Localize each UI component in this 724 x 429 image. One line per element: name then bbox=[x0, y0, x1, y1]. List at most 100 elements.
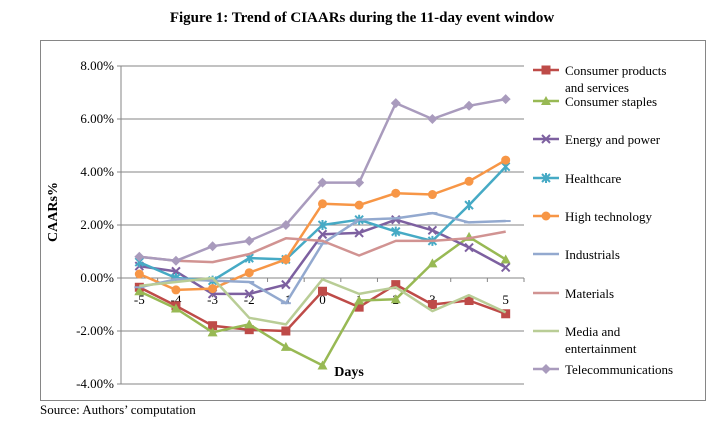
x-tick-label: -2 bbox=[244, 292, 255, 307]
data-point bbox=[170, 255, 181, 266]
data-point bbox=[541, 65, 551, 75]
legend-label: High technology bbox=[565, 209, 653, 224]
data-point bbox=[318, 286, 327, 296]
series-line bbox=[139, 230, 506, 264]
data-point bbox=[541, 173, 551, 183]
data-point bbox=[354, 177, 365, 188]
data-point bbox=[170, 303, 181, 313]
data-point bbox=[244, 268, 254, 278]
series-group bbox=[134, 214, 511, 299]
data-point bbox=[541, 96, 551, 105]
figure-title: Figure 1: Trend of CIAARs during the 11-… bbox=[169, 10, 555, 26]
chart-frame bbox=[40, 40, 706, 401]
series-group bbox=[134, 231, 511, 370]
data-point bbox=[281, 326, 291, 336]
legend-item: Consumer staples bbox=[533, 94, 657, 109]
legend-item: Healthcare bbox=[533, 171, 622, 186]
data-point bbox=[427, 114, 438, 124]
data-point bbox=[354, 295, 365, 305]
data-point bbox=[171, 285, 181, 295]
x-tick-label: -3 bbox=[207, 292, 218, 307]
data-point bbox=[280, 341, 291, 351]
legend-label: Consumer staples bbox=[565, 94, 657, 109]
data-point bbox=[501, 155, 511, 165]
data-point bbox=[208, 284, 218, 294]
source-note: Source: Authors’ computation bbox=[40, 402, 196, 417]
data-point bbox=[464, 100, 475, 111]
data-point bbox=[390, 294, 401, 304]
legend-label: and services bbox=[565, 80, 629, 95]
data-point bbox=[317, 229, 328, 239]
data-point bbox=[464, 200, 474, 211]
series-group bbox=[134, 155, 511, 295]
x-tick-label: -5 bbox=[134, 292, 145, 307]
x-tick-label: -1 bbox=[280, 292, 291, 307]
legend-label: Consumer products bbox=[565, 63, 666, 78]
data-point bbox=[134, 251, 145, 262]
data-point bbox=[541, 364, 551, 374]
legend-label: Materials bbox=[565, 286, 614, 301]
legend-label: entertainment bbox=[565, 341, 637, 356]
legend-label: Telecommunications bbox=[565, 362, 673, 377]
data-point bbox=[317, 177, 328, 188]
series-line bbox=[139, 276, 507, 326]
data-point bbox=[318, 199, 327, 209]
data-point bbox=[207, 241, 218, 252]
x-tick-label: 0 bbox=[319, 292, 326, 307]
series-group bbox=[139, 276, 507, 326]
y-tick-label: 4.00% bbox=[80, 164, 114, 179]
data-point bbox=[317, 360, 328, 370]
legend-label: Energy and power bbox=[565, 132, 661, 147]
data-point bbox=[464, 242, 474, 253]
legend-item: Consumer products and services bbox=[533, 63, 666, 95]
data-point bbox=[354, 228, 364, 238]
data-point bbox=[281, 254, 291, 264]
legend-item: Telecommunications bbox=[533, 362, 673, 377]
y-tick-label: 6.00% bbox=[80, 111, 114, 126]
y-tick-label: -2.00% bbox=[76, 323, 114, 338]
data-point bbox=[500, 254, 511, 264]
data-point bbox=[317, 220, 328, 230]
y-tick-label: 2.00% bbox=[80, 217, 114, 232]
data-point bbox=[427, 190, 437, 200]
data-point bbox=[244, 289, 254, 299]
y-tick-label: -4.00% bbox=[76, 376, 114, 391]
data-point bbox=[500, 94, 511, 105]
legend-item: Media and entertainment bbox=[533, 324, 637, 356]
legend-item: Materials bbox=[533, 286, 614, 301]
x-tick-label: -4 bbox=[171, 292, 182, 307]
legend-item: High technology bbox=[533, 209, 653, 224]
data-point bbox=[464, 176, 474, 186]
x-tick-label: 5 bbox=[502, 292, 509, 307]
x-axis-label: Days bbox=[334, 365, 364, 380]
series-group bbox=[139, 230, 506, 264]
data-point bbox=[281, 279, 291, 290]
series-group bbox=[134, 94, 511, 266]
legend-label: Media and bbox=[565, 324, 621, 339]
legend-item: Energy and power bbox=[533, 132, 661, 147]
data-point bbox=[541, 211, 551, 221]
data-point bbox=[500, 262, 511, 273]
data-point bbox=[354, 200, 364, 210]
series-lines bbox=[134, 94, 511, 370]
data-point bbox=[134, 286, 145, 296]
data-point bbox=[244, 235, 255, 246]
data-point bbox=[427, 300, 437, 309]
x-tick-label: 3 bbox=[429, 292, 436, 307]
legend-label: Industrials bbox=[565, 247, 620, 262]
series-line bbox=[139, 218, 507, 296]
data-point bbox=[427, 258, 438, 268]
legend-label: Healthcare bbox=[565, 171, 622, 186]
y-axis-label: CAARs% bbox=[46, 182, 61, 242]
data-point bbox=[207, 327, 218, 337]
y-tick-label: 8.00% bbox=[80, 58, 114, 73]
data-point bbox=[244, 319, 255, 329]
data-point bbox=[391, 188, 401, 198]
data-point bbox=[280, 220, 291, 230]
data-point bbox=[390, 98, 401, 109]
data-point bbox=[391, 226, 401, 237]
y-tick-label: 0.00% bbox=[80, 270, 114, 285]
data-point bbox=[427, 225, 438, 236]
